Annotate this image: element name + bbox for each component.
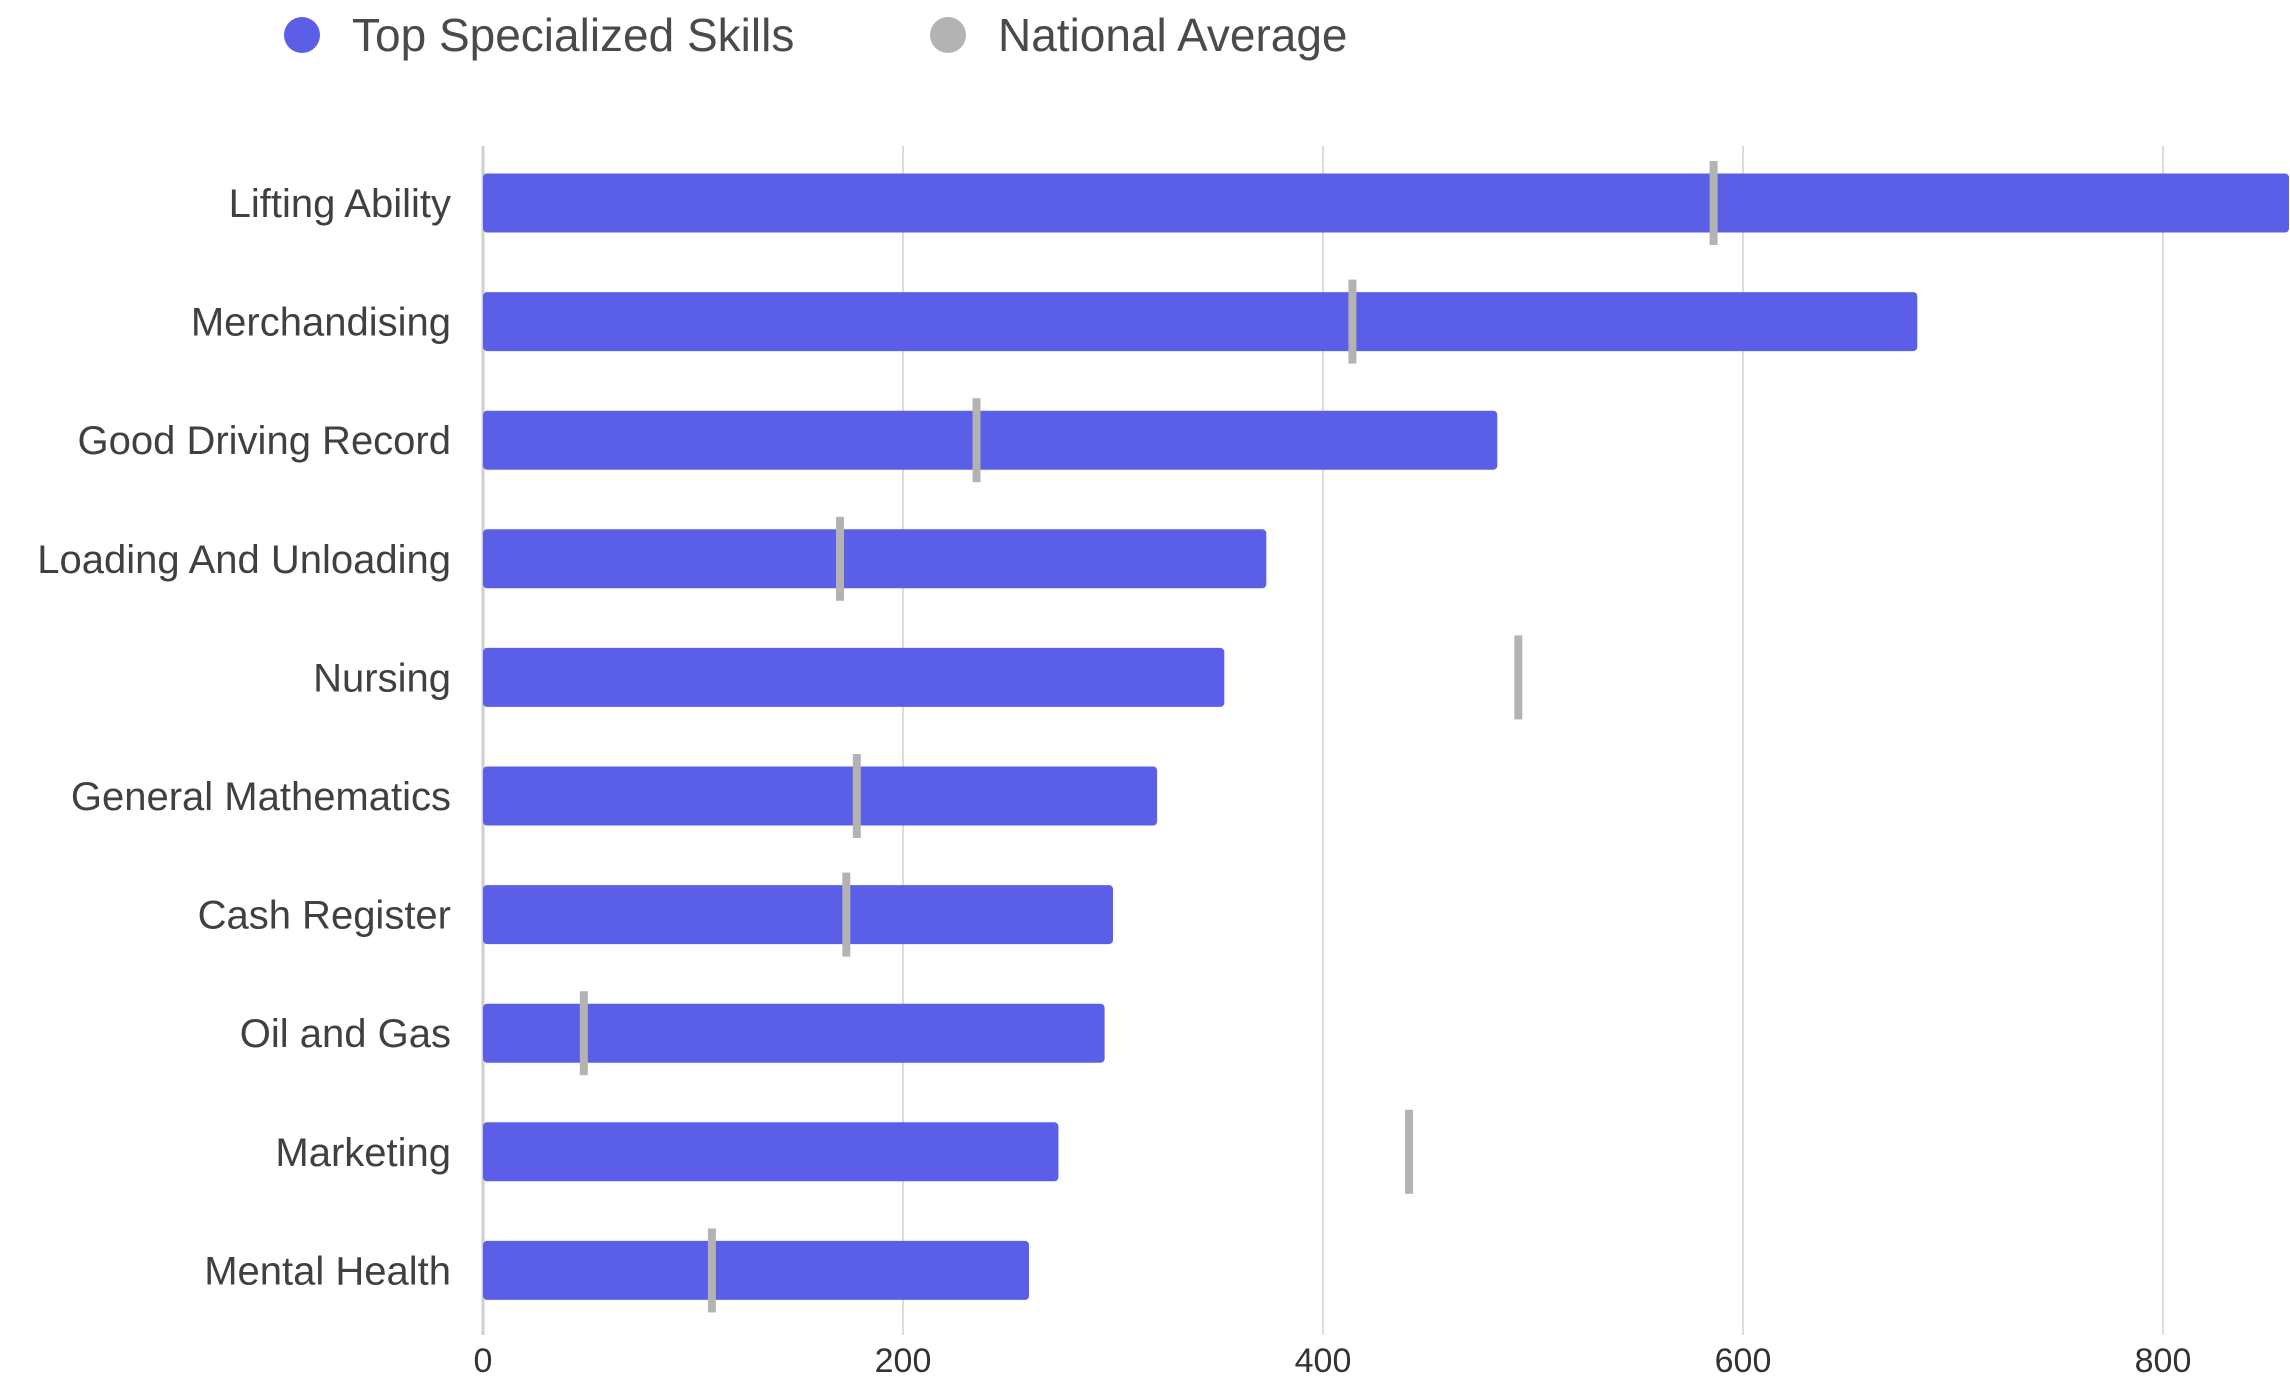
average-tick-9 [1405, 1109, 1414, 1194]
bar-1 [483, 173, 2289, 233]
average-tick-10 [707, 1228, 716, 1313]
category-label-6: General Mathematics [71, 775, 451, 819]
bar-9 [483, 1122, 1059, 1182]
average-tick-4 [836, 516, 844, 601]
bar-4 [483, 529, 1267, 589]
average-tick-1 [1709, 161, 1718, 245]
x-tick-label-0: 0 [474, 1342, 493, 1377]
chart-legend: Top Specialized Skills National Average [284, 9, 1348, 61]
bar-5 [483, 647, 1225, 707]
category-label-3: Good Driving Record [78, 419, 452, 463]
bar-2 [483, 292, 1918, 352]
category-label-4: Loading And Unloading [37, 538, 451, 582]
bar-7 [483, 885, 1113, 945]
legend-swatch-1 [284, 17, 320, 53]
average-tick-series [579, 161, 1718, 1313]
x-tick-label-800: 800 [2135, 1342, 2192, 1377]
bar-6 [483, 766, 1158, 826]
category-label-8: Oil and Gas [240, 1012, 451, 1056]
category-labels: Lifting Ability Merchandising Good Driving… [37, 182, 451, 1293]
category-label-10: Mental Health [204, 1249, 451, 1293]
average-tick-8 [579, 991, 588, 1076]
average-tick-3 [972, 398, 981, 483]
average-tick-7 [842, 872, 851, 957]
category-label-5: Nursing [313, 656, 451, 700]
bar-series [483, 173, 2289, 1300]
category-label-7: Cash Register [198, 894, 451, 938]
x-tick-label-600: 600 [1715, 1342, 1772, 1377]
average-tick-6 [852, 754, 861, 838]
x-axis: 0 200 400 600 800 [474, 1342, 2192, 1380]
bar-3 [483, 410, 1498, 470]
average-tick-2 [1348, 279, 1357, 364]
bar-8 [483, 1003, 1105, 1063]
legend-swatch-2 [930, 17, 966, 53]
average-tick-5 [1514, 635, 1523, 720]
category-label-1: Lifting Ability [229, 182, 451, 226]
category-label-9: Marketing [275, 1131, 451, 1175]
legend-label-1: Top Specialized Skills [352, 9, 794, 61]
legend-label-2: National Average [998, 9, 1348, 61]
x-tick-label-400: 400 [1295, 1342, 1352, 1377]
x-tick-label-200: 200 [875, 1342, 932, 1377]
category-label-2: Merchandising [191, 301, 451, 345]
bar-10 [483, 1240, 1029, 1300]
